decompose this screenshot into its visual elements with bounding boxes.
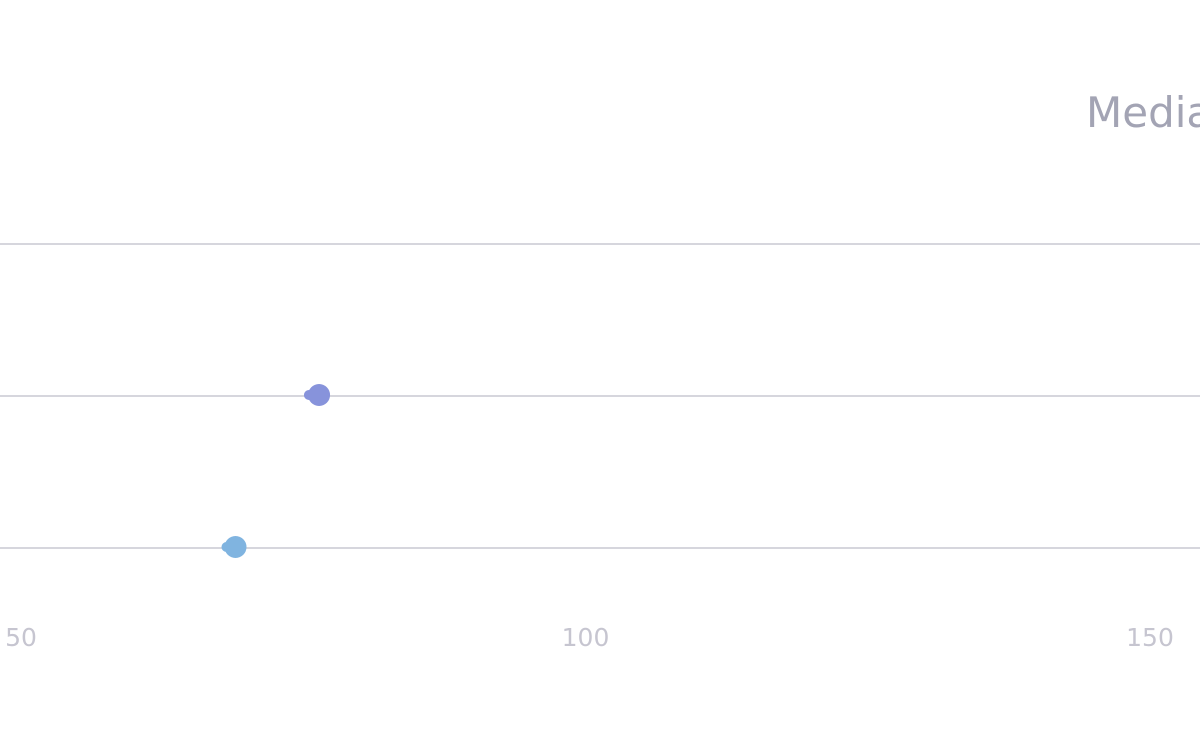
data-point xyxy=(308,384,331,406)
data-marks xyxy=(221,384,331,558)
x-tick-label: 50 xyxy=(5,623,37,652)
gridlines xyxy=(0,243,1200,549)
x-tick-label: 150 xyxy=(1126,623,1174,652)
data-point xyxy=(224,536,247,558)
chart-title: Media xyxy=(1086,88,1200,137)
x-tick-label: 100 xyxy=(562,623,610,652)
x-axis-ticks: 50 100 150 xyxy=(5,623,1174,652)
